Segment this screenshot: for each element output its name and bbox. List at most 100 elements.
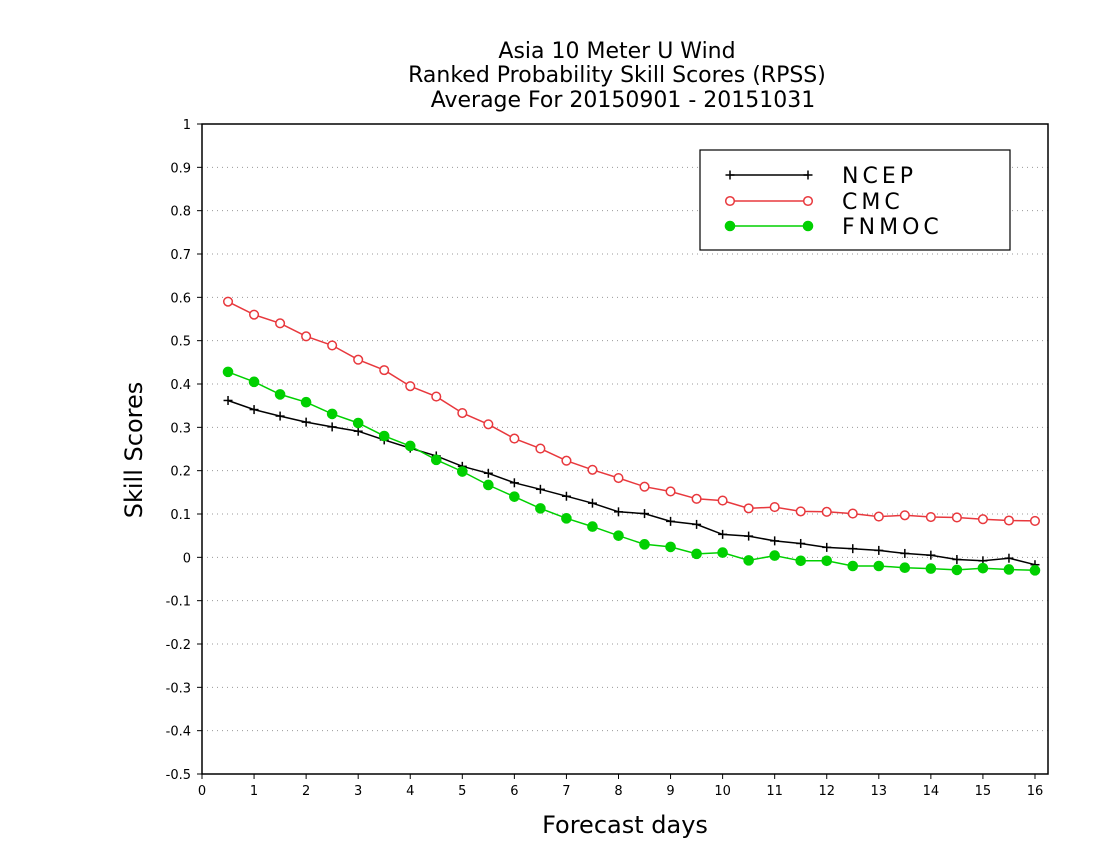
cmc-point — [665, 486, 676, 497]
cmc-line — [227, 301, 1036, 522]
x-tick-label: 2 — [302, 784, 310, 799]
fnmoc-point — [717, 547, 728, 558]
y-tick-label: 0.2 — [170, 465, 191, 480]
y-tick-label: 0 — [183, 551, 191, 566]
cmc-point — [353, 354, 364, 365]
fnmoc-point — [769, 550, 780, 561]
y-tick-label: 0.6 — [170, 291, 191, 306]
cmc-point — [1029, 515, 1041, 526]
cmc-point — [639, 481, 650, 492]
axes: -0.5 -0.4 -0.3 -0.2 -0.1 0 0.1 0.2 0.3 0.4 0.5 0.6 0… — [166, 118, 1044, 799]
fnmoc-point — [222, 366, 234, 378]
legend-ncep-end-point — [803, 170, 813, 180]
fnmoc-point — [821, 555, 833, 567]
cmc-point — [587, 464, 598, 475]
y-tick-label: 0.3 — [170, 421, 191, 436]
grid-lines — [202, 166, 1048, 732]
fnmoc-point — [483, 479, 494, 491]
y-tick-label: 0.5 — [170, 335, 191, 350]
cmc-point — [717, 495, 728, 506]
fnmoc-point — [404, 440, 416, 452]
cmc-point — [899, 510, 910, 521]
cmc-point — [1003, 515, 1015, 526]
fnmoc-point — [977, 562, 989, 574]
y-tick-label: -0.5 — [166, 768, 191, 783]
cmc-point — [509, 433, 520, 444]
legend-fnmoc-label: FNMOC — [842, 215, 943, 240]
ncep-point — [613, 507, 623, 517]
y-tick-label: 1 — [183, 118, 191, 133]
cmc-point — [301, 331, 312, 342]
y-tick-label: -0.2 — [166, 638, 191, 653]
x-tick-label: 3 — [354, 784, 362, 799]
fnmoc-point — [430, 454, 442, 466]
ncep-point — [900, 548, 910, 558]
cmc-point — [873, 511, 884, 522]
title-line-3: Average For 20150901 - 20151031 — [431, 88, 816, 113]
x-tick-label: 4 — [406, 784, 414, 799]
cmc-point — [743, 503, 754, 514]
x-tick-label: 13 — [871, 784, 888, 799]
fnmoc-point — [378, 430, 390, 442]
fnmoc-point — [326, 408, 338, 420]
ncep-point — [952, 555, 962, 564]
cmc-point — [275, 318, 286, 329]
cmc-point — [535, 443, 546, 454]
series-layer — [222, 296, 1041, 576]
fnmoc-point — [639, 539, 650, 550]
cmc-point — [327, 340, 338, 351]
cmc-series — [222, 296, 1041, 526]
cmc-point — [431, 391, 442, 402]
ncep-point — [796, 538, 806, 548]
cmc-point — [222, 296, 234, 307]
x-tick-label: 8 — [614, 784, 622, 799]
title-line-2: Ranked Probability Skill Scores (RPSS) — [408, 63, 826, 88]
fnmoc-point — [847, 560, 859, 572]
plot-frame — [201, 123, 1049, 775]
y-tick-label: 0.1 — [170, 508, 191, 523]
cmc-point — [561, 455, 572, 466]
cmc-point — [483, 419, 494, 430]
cmc-point — [925, 511, 936, 523]
fnmoc-point — [535, 503, 546, 514]
fnmoc-point — [587, 521, 598, 532]
ncep-point — [223, 395, 233, 405]
x-tick-label: 10 — [714, 784, 731, 799]
x-tick-label: 16 — [1027, 784, 1044, 799]
x-tick-label: 0 — [198, 784, 206, 799]
fnmoc-point — [300, 396, 312, 408]
ncep-point — [301, 417, 311, 427]
y-tick-label: 0.4 — [170, 378, 191, 393]
ncep-series — [223, 395, 1040, 570]
fnmoc-point — [248, 376, 260, 388]
fnmoc-line — [227, 371, 1036, 572]
chart-title: Asia 10 Meter U Wind Ranked Probability … — [408, 39, 826, 113]
legend-cmc-start-point — [724, 195, 736, 207]
fnmoc-point — [561, 513, 572, 524]
ncep-point — [249, 405, 259, 415]
ncep-point — [275, 411, 285, 421]
x-tick-label: 9 — [666, 784, 674, 799]
y-axis-label: Skill Scores — [120, 382, 148, 519]
cmc-point — [457, 407, 468, 419]
ncep-point — [848, 544, 858, 554]
ncep-point — [822, 542, 832, 552]
legend-cmc-label: CMC — [842, 190, 904, 215]
y-tick-label: -0.1 — [166, 595, 191, 610]
ncep-point — [692, 519, 702, 529]
ncep-point — [483, 468, 493, 478]
legend-fnmoc-start-point — [724, 220, 736, 232]
fnmoc-point — [925, 563, 937, 574]
ncep-point — [640, 509, 650, 519]
cmc-point — [249, 309, 260, 320]
x-tick-label: 7 — [562, 784, 570, 799]
ncep-point — [509, 478, 519, 488]
x-tick-label: 12 — [818, 784, 835, 799]
legend-box — [699, 149, 1011, 251]
fnmoc-point — [691, 548, 702, 560]
legend-ncep-start-point — [725, 170, 735, 180]
x-tick-label: 15 — [975, 784, 992, 799]
fnmoc-point — [743, 555, 754, 566]
